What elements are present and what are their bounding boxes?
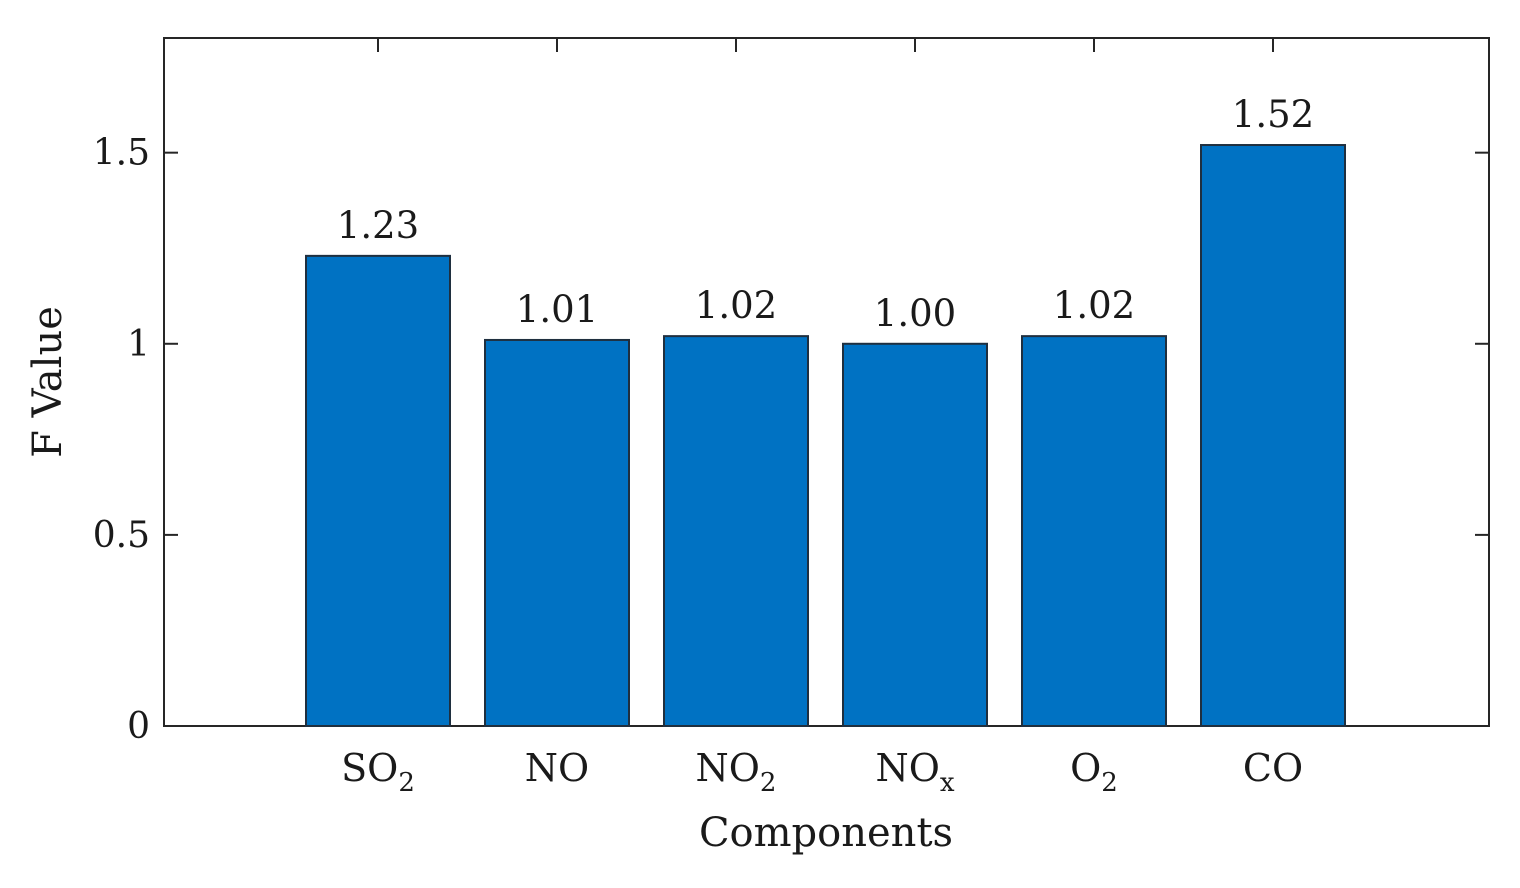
y-axis-label: F Value (25, 306, 71, 458)
bar (484, 338, 630, 727)
bars-layer (305, 144, 1346, 727)
data-label: 1.23 (337, 204, 419, 247)
x-axis-label: Components (699, 810, 953, 856)
data-label: 1.02 (695, 284, 777, 327)
x-tick-label: CO (1243, 746, 1303, 790)
bar (663, 335, 809, 727)
x-tick-label: NOx (875, 746, 954, 798)
x-tick-label: O2 (1070, 746, 1118, 798)
y-tick-label: 1 (127, 324, 150, 365)
data-label: 1.01 (516, 288, 598, 331)
bar (1021, 335, 1167, 727)
x-tick-label: NO (525, 746, 589, 790)
bar (305, 254, 451, 727)
bar (842, 342, 988, 727)
labels-layer: 1.23 SO2 1.01 NO 1.02 NO2 1.00 NOx 1.02 O2 1.52 CO (337, 93, 1314, 798)
y-tick-label: 1.5 (93, 133, 150, 174)
y-tick-label: 0.5 (93, 515, 150, 556)
y-tick-label: 0 (127, 706, 150, 747)
data-label: 1.02 (1053, 284, 1135, 327)
x-tick-label: SO2 (341, 746, 415, 798)
bar (1200, 144, 1346, 727)
data-label: 1.00 (874, 292, 956, 335)
x-tick-label: NO2 (696, 746, 777, 798)
data-label: 1.52 (1232, 93, 1314, 136)
plot-frame (163, 37, 1490, 727)
